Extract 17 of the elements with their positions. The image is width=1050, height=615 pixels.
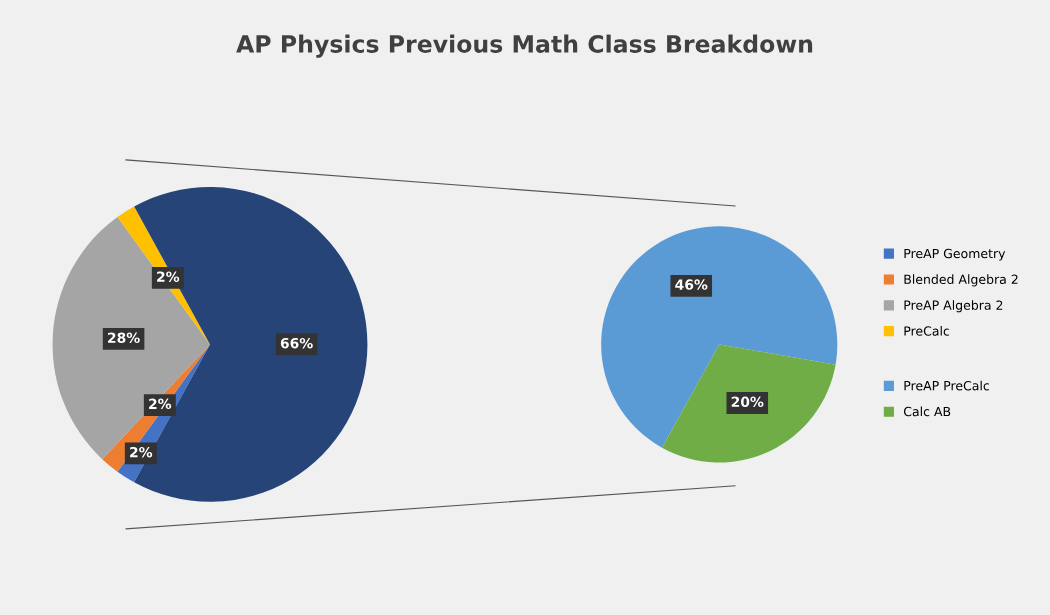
data-label: 28% — [108, 332, 140, 343]
legend-label: PreCalc — [904, 326, 950, 336]
pie-slice — [601, 226, 838, 448]
legend-label: PreAP Geometry — [904, 248, 1006, 261]
pie-slice — [52, 217, 210, 460]
data-label: 2% — [149, 398, 172, 410]
pie-slice — [662, 344, 836, 463]
chart-title: AP Physics Previous Math Class Breakdown — [236, 34, 813, 58]
legend-label: Calc AB — [903, 406, 951, 417]
legend-label: PreAP Algebra 2 — [904, 300, 1003, 313]
data-label: 66% — [280, 337, 313, 349]
data-label: 2% — [130, 446, 153, 458]
legend-label: PreAP PreCalc — [904, 380, 990, 391]
data-label: 2% — [157, 271, 180, 282]
legend-label: Blended Algebra 2 — [904, 274, 1018, 287]
data-label: 46% — [675, 279, 708, 290]
data-label: 20% — [731, 396, 764, 408]
